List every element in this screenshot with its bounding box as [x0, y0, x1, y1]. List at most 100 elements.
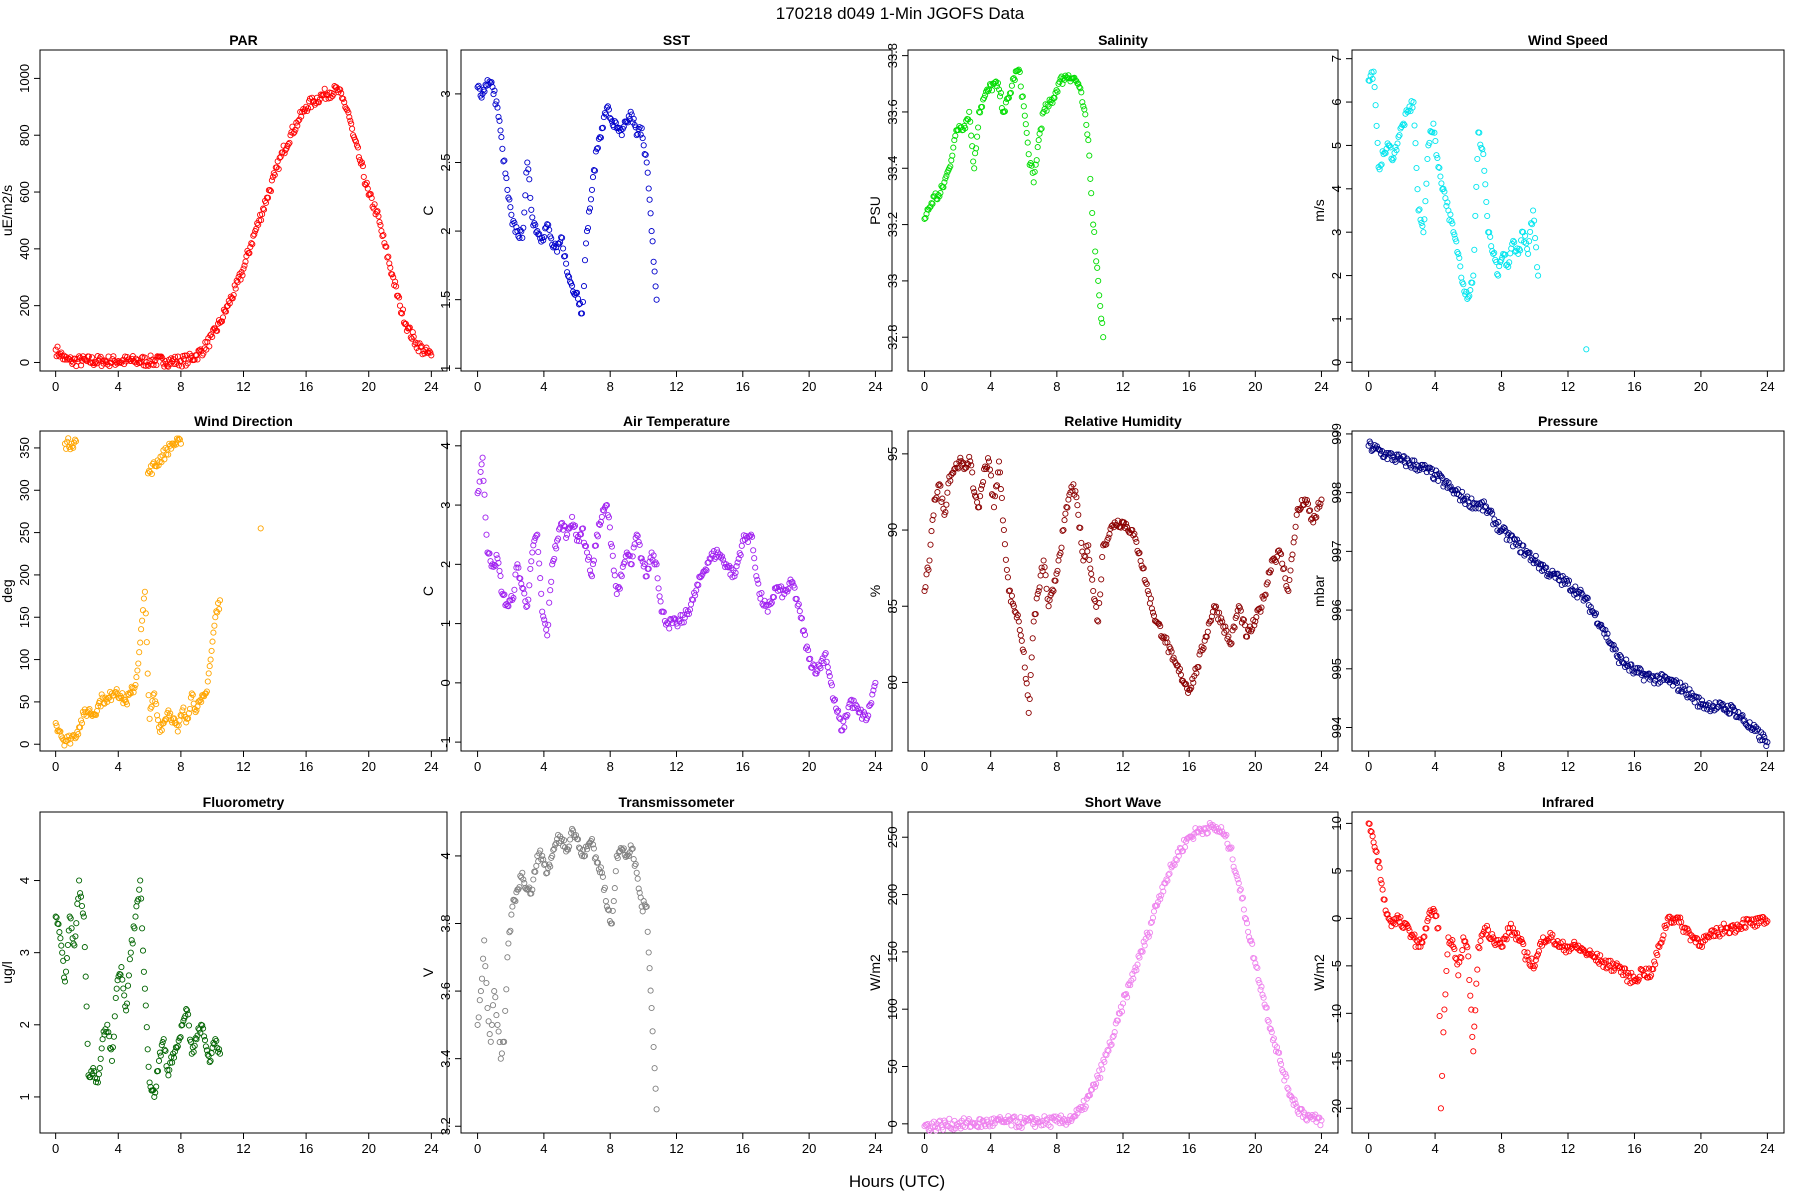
- relative-humidity-ytick-label: 95: [885, 447, 900, 461]
- transmissometer-data-point: [650, 1043, 657, 1051]
- infrared-data-point: [1499, 943, 1506, 950]
- par-data-point: [203, 346, 210, 353]
- air-temperature-data-point: [635, 538, 642, 545]
- infrared-data-point: [1526, 961, 1533, 968]
- short-wave-data-point: [1254, 964, 1261, 972]
- relative-humidity-data-point: [977, 493, 984, 500]
- short-wave-data-point: [1181, 844, 1189, 851]
- short-wave-data-point: [1145, 933, 1152, 940]
- air-temperature-data-point: [525, 596, 532, 603]
- short-wave-data-point: [1183, 838, 1190, 845]
- par-data-point: [79, 357, 86, 364]
- fluorometry-data-point: [77, 890, 84, 897]
- infrared-data-point: [1712, 932, 1719, 939]
- par-data-point: [238, 269, 245, 276]
- air-temperature-data-point: [858, 715, 866, 722]
- salinity-data-point: [1030, 179, 1037, 186]
- par-data-point: [159, 355, 166, 362]
- pressure-data-point: [1698, 697, 1706, 704]
- par-data-point: [144, 361, 151, 368]
- wind-speed-data-point: [1479, 146, 1486, 153]
- air-temperature-data-point: [519, 584, 526, 592]
- air-temperature-data-point: [770, 594, 777, 601]
- short-wave-data-point: [1237, 886, 1244, 893]
- fluorometry-data-point: [98, 1045, 105, 1052]
- salinity-data-point: [1079, 99, 1086, 106]
- air-temperature-data-point: [582, 543, 590, 550]
- air-temperature-data-point: [544, 632, 551, 639]
- wind-direction-points: [52, 435, 264, 749]
- sst-data-point: [648, 228, 655, 235]
- infrared-data-point: [1738, 925, 1745, 932]
- infrared-data-point: [1384, 911, 1391, 918]
- relative-humidity-data-point: [1017, 632, 1024, 639]
- air-temperature-data-point: [734, 559, 741, 566]
- fluorometry-data-point: [216, 1046, 223, 1053]
- salinity-data-point: [974, 133, 981, 140]
- short-wave-data-point: [1303, 1117, 1311, 1124]
- salinity-data-point: [966, 108, 973, 115]
- infrared-data-point: [1532, 957, 1539, 964]
- wind-speed-data-point: [1419, 222, 1426, 230]
- relative-humidity-data-point: [1084, 548, 1091, 555]
- infrared-data-point: [1730, 922, 1737, 929]
- sst-data-point: [482, 81, 489, 88]
- pressure-data-point: [1574, 594, 1581, 601]
- transmissometer-data-point: [532, 868, 539, 875]
- fluorometry-data-point: [53, 914, 60, 921]
- par-data-point: [347, 117, 354, 124]
- salinity-data-point: [1043, 107, 1050, 114]
- wind-direction-ytick-label: 0: [17, 741, 32, 748]
- relative-humidity-data-point: [971, 488, 978, 496]
- relative-humidity-data-point: [1313, 514, 1320, 521]
- infrared-xtick-label: 8: [1498, 1141, 1505, 1156]
- sst-data-point: [636, 124, 643, 131]
- transmissometer-data-point: [537, 847, 544, 854]
- relative-humidity-data-point: [1078, 539, 1085, 546]
- par-data-point: [375, 213, 382, 220]
- par-data-point: [427, 349, 434, 356]
- fluorometry-data-point: [63, 955, 70, 962]
- wind-direction-xtick-label: 16: [299, 759, 313, 774]
- transmissometer-data-point: [474, 1021, 481, 1028]
- pressure-data-point: [1614, 654, 1621, 661]
- transmissometer-data-point: [491, 988, 498, 995]
- sst-data-point: [604, 103, 611, 110]
- fluorometry-data-point: [155, 1057, 163, 1064]
- pressure-data-point: [1456, 497, 1464, 504]
- relative-humidity-data-point: [1025, 709, 1032, 716]
- short-wave-data-point: [1260, 994, 1267, 1001]
- air-temperature-data-point: [699, 571, 706, 578]
- infrared-data-point: [1496, 939, 1503, 946]
- sst-data-point: [516, 234, 523, 242]
- fluorometry-data-point: [61, 974, 68, 981]
- relative-humidity-data-point: [1303, 497, 1311, 504]
- wind-direction-ytick-label: 100: [17, 649, 32, 671]
- air-temperature-data-point: [758, 589, 765, 597]
- relative-humidity-data-point: [1040, 557, 1047, 564]
- short-wave-data-point: [1222, 833, 1229, 840]
- fluorometry-data-point: [82, 973, 89, 980]
- transmissometer-data-point: [589, 841, 597, 848]
- relative-humidity-ytick-label: 85: [885, 599, 900, 613]
- fluorometry-xtick-label: 16: [299, 1141, 313, 1156]
- sst-data-point: [594, 144, 601, 152]
- air-temperature-data-point: [589, 561, 597, 568]
- par-data-point: [260, 206, 268, 213]
- sst-data-point: [522, 192, 529, 199]
- relative-humidity-data-point: [1028, 654, 1035, 661]
- short-wave-data-point: [1298, 1106, 1305, 1113]
- wind-speed-data-point: [1413, 164, 1420, 172]
- infrared-data-point: [1378, 880, 1385, 887]
- sst-xtick-label: 20: [802, 379, 816, 394]
- fluorometry-data-point: [191, 1042, 198, 1049]
- transmissometer-data-point: [567, 836, 574, 843]
- salinity-data-point: [1096, 292, 1103, 299]
- wind-speed-data-point: [1444, 199, 1451, 206]
- infrared-data-point: [1381, 896, 1388, 903]
- air-temperature-data-point: [501, 591, 508, 598]
- air-temperature-data-point: [545, 621, 552, 628]
- wind-speed-data-point: [1367, 72, 1374, 79]
- infrared-data-point: [1577, 947, 1584, 954]
- wind-direction-data-point: [165, 451, 172, 458]
